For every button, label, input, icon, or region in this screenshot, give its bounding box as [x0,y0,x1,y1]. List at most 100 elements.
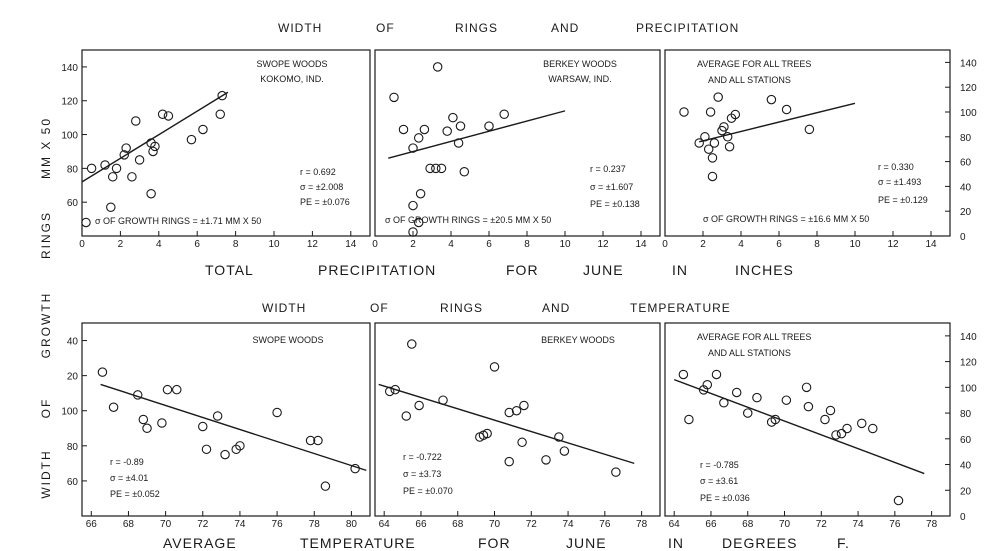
plot-frame [374,322,661,517]
plot-frame [81,49,371,237]
data-point [97,367,108,377]
x-tick-label: 2 [700,239,706,250]
data-point [559,446,570,456]
top-title-word: OF [376,21,395,35]
panel-label: SWOPE WOODS [252,335,323,345]
x-tick-label: 2 [118,239,124,250]
y-tick-label: 140 [960,58,977,69]
y-tick-label: 100 [960,383,977,394]
x-tick-label: 72 [197,519,209,530]
data-point [157,109,168,120]
data-point [459,166,470,177]
data-point [484,121,494,131]
data-point [803,401,814,412]
data-point [106,202,116,213]
data-point [186,134,197,145]
y-tick-label: 100 [960,108,977,119]
y-tick-label: 60 [960,435,972,446]
x-tick-label: 74 [563,519,575,530]
data-point [517,437,527,448]
x-tick-label: 64 [669,519,681,530]
bottom-xlabel-word: F. [837,535,850,551]
y-tick-label: 80 [67,442,79,453]
data-point [132,390,143,400]
y-tick-label: 80 [960,133,972,144]
regression-line [388,110,566,159]
left-ylabel-word: GROWTH [39,292,53,359]
data-point [893,495,904,506]
data-point [413,217,424,228]
top-xlabel-word: TOTAL [205,262,254,278]
data-point [611,467,621,477]
regression-line [378,383,635,465]
data-point [390,384,400,395]
left-ylabel-unit: MM X 50 [39,117,53,179]
y-tick-label: 60 [960,158,972,169]
data-point [425,163,435,174]
data-point [730,109,741,120]
panel-label: BERKEY WOODS [541,335,615,345]
data-point [766,94,777,105]
data-point [836,428,847,439]
data-point [868,423,878,434]
data-point [724,141,735,152]
data-point [711,369,722,380]
data-point [100,160,110,170]
data-point [705,107,716,117]
data-point [111,163,122,174]
data-point [511,405,522,416]
data-point [86,163,97,174]
x-tick-label: 12 [597,239,609,250]
x-tick-label: 4 [156,239,162,250]
regression-line [699,102,856,143]
data-point [678,369,689,380]
y-tick-label: 40 [960,461,972,472]
data-point [482,428,492,439]
data-point [702,380,713,390]
data-point [709,138,720,148]
x-tick-label: 72 [816,519,828,530]
data-point [431,163,441,174]
y-tick-label: 120 [960,83,977,94]
x-tick-label: 64 [379,519,391,530]
top-xlabel-word: FOR [506,262,539,278]
x-tick-label: 14 [925,239,937,250]
y-tick-label: 20 [67,372,79,383]
top-title-word: RINGS [455,21,498,35]
x-tick-label: 4 [448,239,454,250]
data-point [504,456,514,467]
y-tick-label: 80 [960,409,972,420]
y-tick-label: 140 [960,332,977,343]
data-point [856,418,867,429]
x-tick-label: 8 [233,239,239,250]
stat-annotation: σ = ±3.73 [403,469,441,479]
panel-label: WARSAW, IND. [548,74,611,84]
data-point [770,414,781,425]
data-point [700,132,710,142]
y-tick-label: 80 [67,164,79,175]
stat-annotation: σ = ±3.61 [700,476,738,486]
bottom-title-word: RINGS [440,301,483,315]
data-point [820,414,830,425]
x-tick-label: 12 [887,239,899,250]
bottom-xlabel-word: DEGREES [722,535,797,551]
x-tick-label: 14 [635,239,647,250]
panel-label: AND ALL STATIONS [708,348,791,358]
stat-annotation: r = 0.330 [878,162,914,172]
x-tick-label: 66 [705,519,717,530]
data-point [703,144,714,154]
data-point [419,124,430,135]
x-tick-label: 6 [486,239,492,250]
data-point [146,188,156,199]
stat-annotation: r = -0.785 [700,460,739,470]
top-xlabel-word: INCHES [735,262,794,278]
data-point [401,411,412,421]
data-point [684,414,694,425]
data-point [305,435,316,446]
x-tick-label: 0 [79,239,85,250]
panel-label: SWOPE WOODS [256,59,327,69]
data-point [781,104,792,115]
